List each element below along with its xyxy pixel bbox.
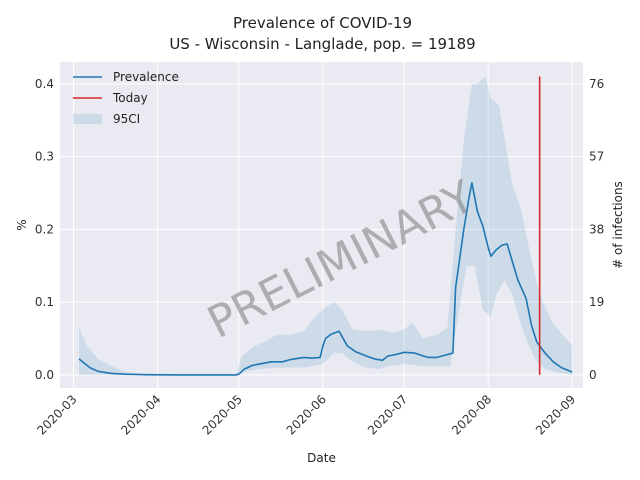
right-axis-title: # of infections bbox=[611, 181, 625, 269]
legend: Prevalence Today 95CI bbox=[73, 70, 179, 126]
y-tick-label: 0.0 bbox=[35, 368, 54, 382]
right-axis-ticks: 0 19 38 57 76 bbox=[589, 77, 604, 382]
right-tick-label: 38 bbox=[589, 222, 604, 236]
y-tick-label: 0.4 bbox=[35, 77, 54, 91]
legend-ci-label: 95CI bbox=[113, 112, 140, 126]
legend-ci-swatch bbox=[73, 114, 102, 124]
ci-band bbox=[79, 76, 573, 375]
prevalence-line bbox=[78, 182, 573, 376]
y-tick-label: 0.3 bbox=[35, 150, 54, 164]
plot-area bbox=[60, 62, 583, 388]
y-axis-ticks: 0.0 0.1 0.2 0.3 0.4 bbox=[35, 77, 54, 382]
chart-title: Prevalence of COVID-19 bbox=[233, 14, 412, 32]
right-tick-label: 57 bbox=[589, 150, 604, 164]
y-tick-label: 0.2 bbox=[35, 222, 54, 236]
right-tick-label: 76 bbox=[589, 77, 604, 91]
y-axis-title: % bbox=[15, 219, 29, 230]
right-tick-label: 0 bbox=[589, 368, 597, 382]
right-tick-label: 19 bbox=[589, 295, 604, 309]
legend-prevalence-label: Prevalence bbox=[113, 70, 179, 84]
chart-subtitle: US - Wisconsin - Langlade, pop. = 19189 bbox=[169, 35, 475, 53]
x-axis-title: Date bbox=[307, 451, 336, 465]
y-tick-label: 0.1 bbox=[35, 295, 54, 309]
legend-today-label: Today bbox=[112, 91, 148, 105]
